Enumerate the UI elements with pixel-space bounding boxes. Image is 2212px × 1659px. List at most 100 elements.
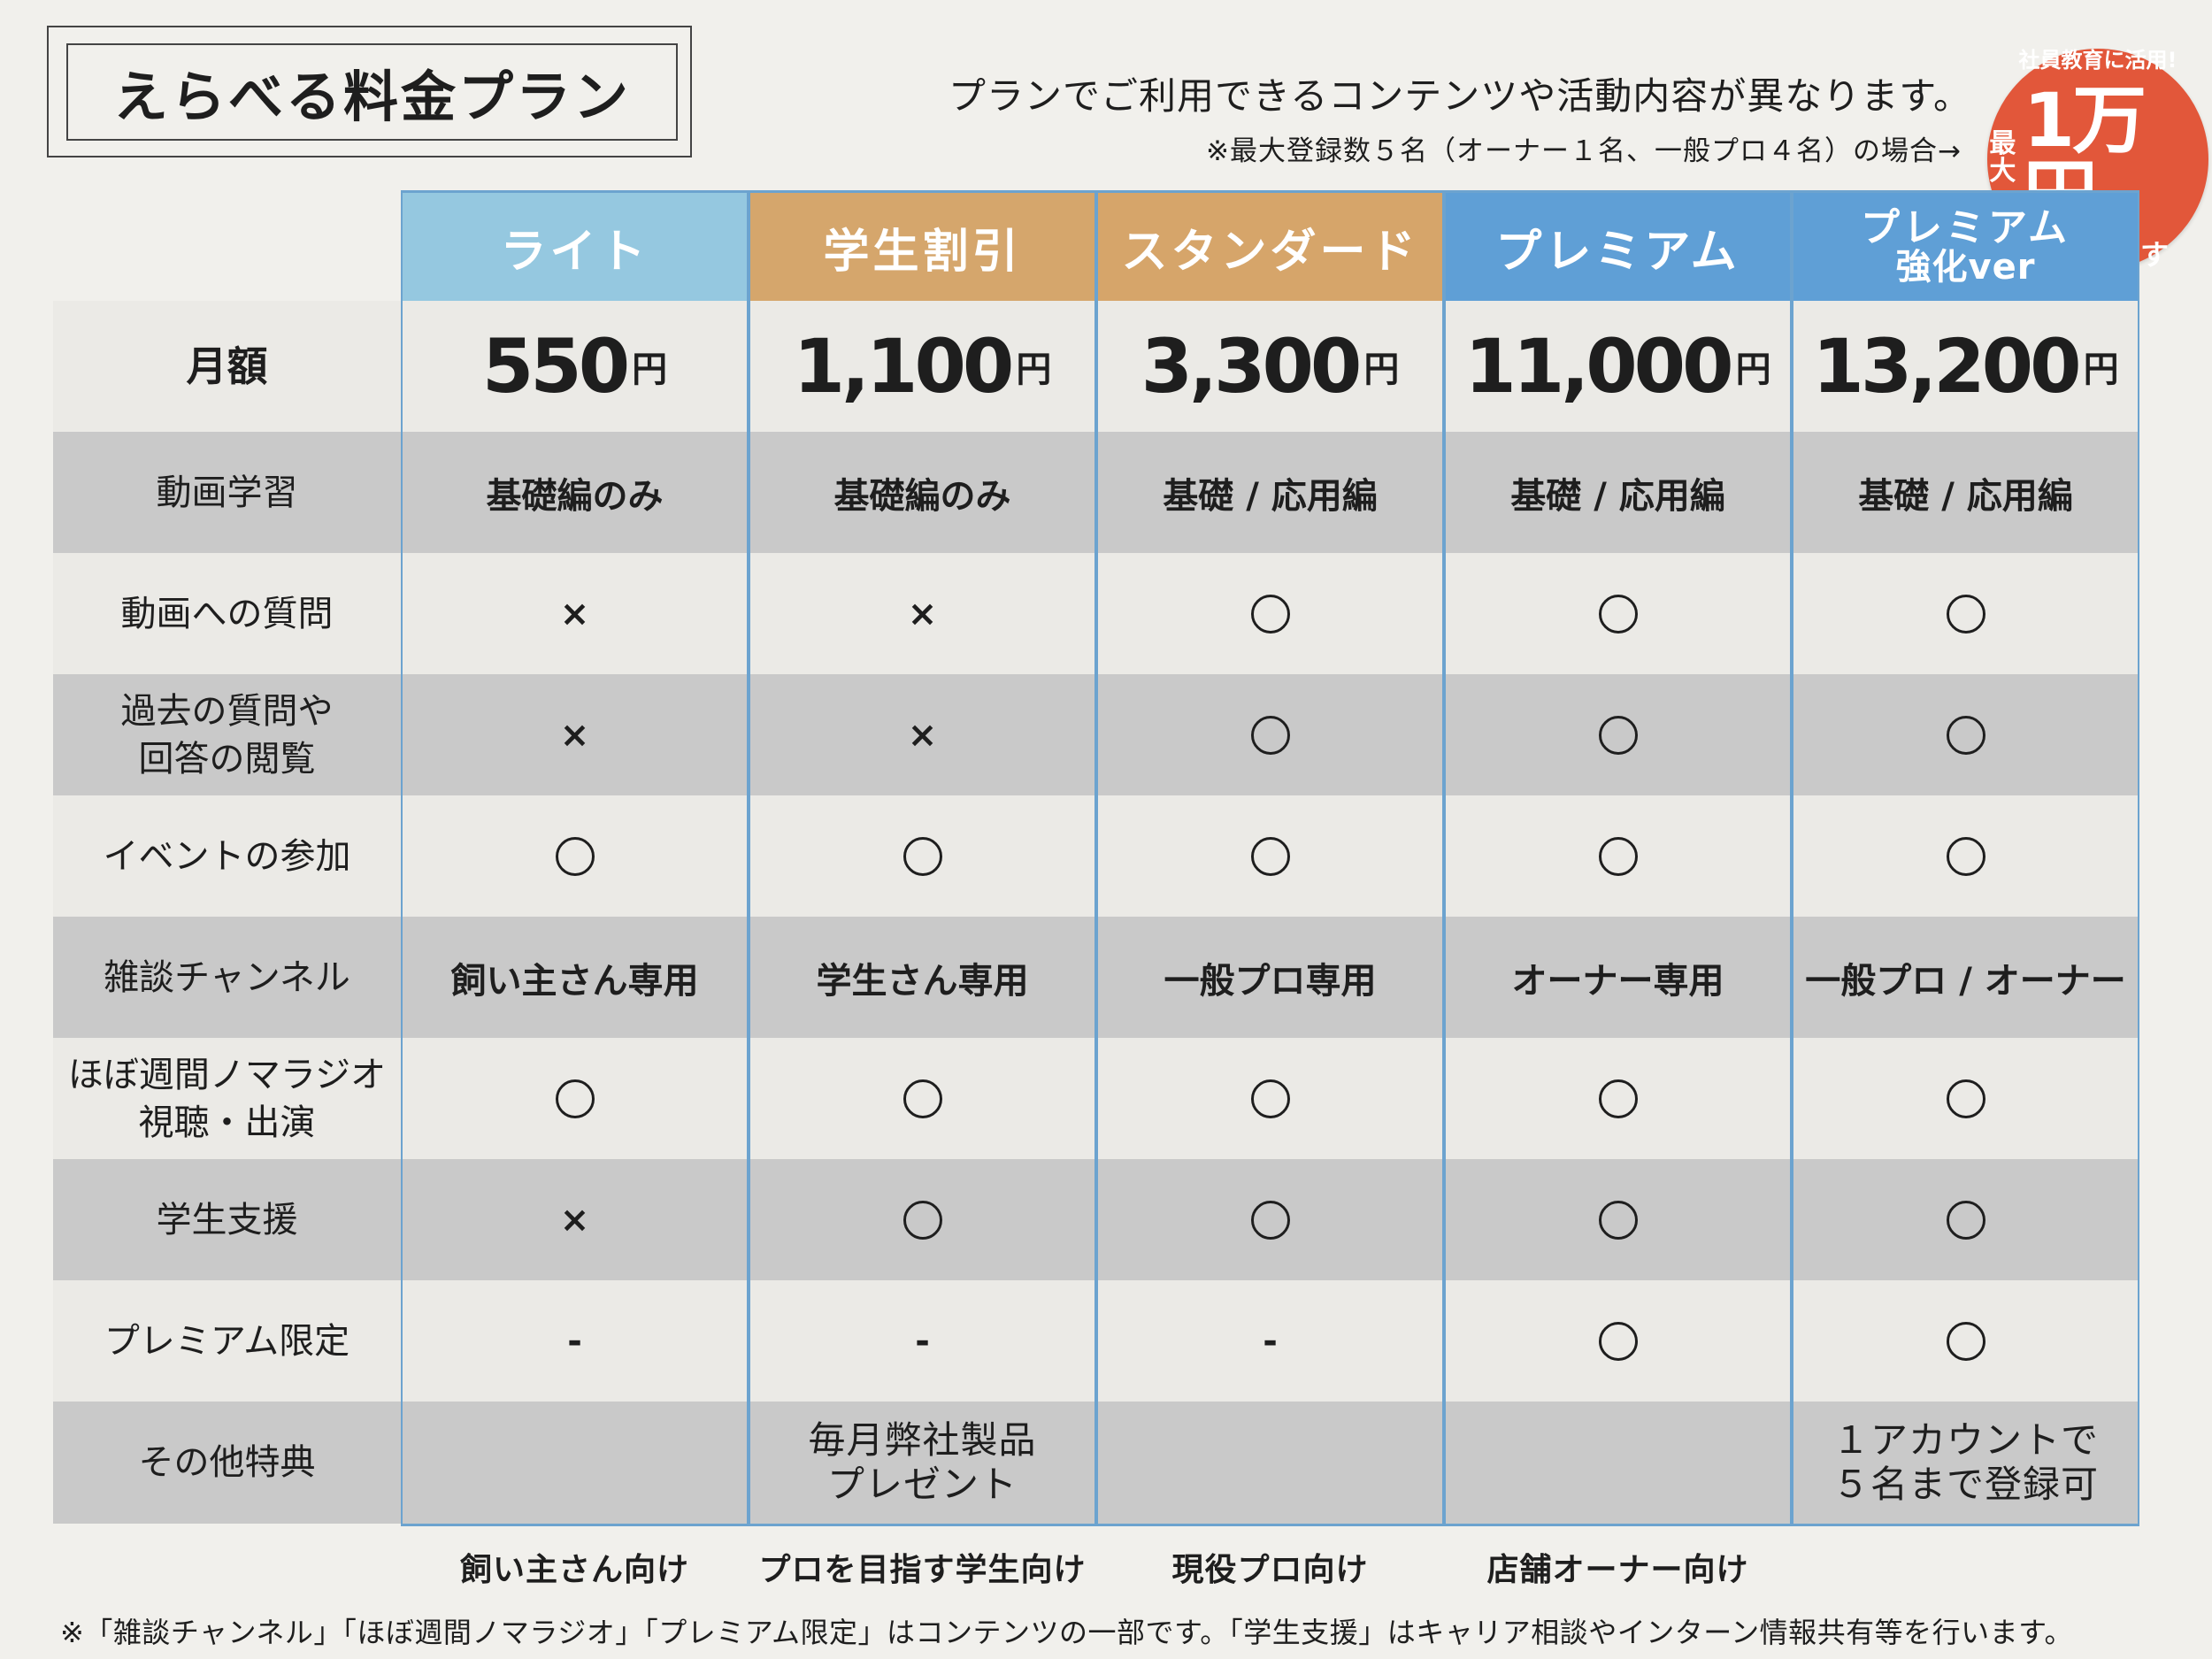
- row-label-archive-view: 過去の質問や 回答の閲覧: [53, 674, 401, 795]
- cell-premium-only: [1793, 1280, 2138, 1402]
- plan-target-label: 店舗オーナー向け: [1486, 1552, 1749, 1588]
- row-label-student-support: 学生支援: [53, 1159, 401, 1280]
- cell-video-question: ×: [403, 553, 747, 674]
- available-circle-icon: [1946, 715, 1985, 755]
- available-circle-icon: [1946, 836, 1985, 876]
- row-label-video-learning: 動画学習: [53, 432, 401, 553]
- cell-premium-only: -: [1098, 1280, 1442, 1402]
- plan-name-sub: 強化ver: [1895, 247, 2036, 288]
- cell-student-support: ×: [403, 1159, 747, 1280]
- cell-video-learning: 基礎 / 応用編: [1446, 432, 1790, 553]
- cell-event-participation: [1098, 795, 1442, 917]
- cell-student-support: [750, 1159, 1094, 1280]
- cell-event-participation: [1793, 795, 2138, 917]
- cell-other-benefits: 毎月弊社製品 プレゼント: [750, 1402, 1094, 1524]
- price-unit: 円: [632, 349, 668, 390]
- available-circle-icon: [1250, 715, 1290, 755]
- plan-header: プレミアム 強化ver: [1793, 193, 2138, 301]
- row-label-other-benefits: その他特典: [53, 1402, 401, 1524]
- price-unit: 円: [2083, 349, 2119, 390]
- cell-other-benefits: [1446, 1402, 1790, 1524]
- cell-text: 飼い主さん専用: [450, 960, 699, 1002]
- unavailable-cross-icon: ×: [559, 593, 590, 634]
- plan-column: ライト 550 円基礎編のみ × × 飼い主さん専用 × -: [401, 190, 749, 1526]
- available-circle-icon: [1598, 1200, 1638, 1240]
- available-circle-icon: [1250, 1200, 1290, 1240]
- cell-radio: [1446, 1038, 1790, 1159]
- plan-name: スタンダード: [1121, 225, 1419, 279]
- cell-price: 1,100 円: [750, 301, 1094, 432]
- cell-radio: [1098, 1038, 1442, 1159]
- available-circle-icon: [1250, 836, 1290, 876]
- available-circle-icon: [1946, 1079, 1985, 1118]
- plan-name: ライト: [500, 225, 649, 279]
- badge-top-text: 社員教育に活用!: [2018, 48, 2177, 73]
- plan-header: ライト: [403, 193, 747, 301]
- cell-text: １アカウントで ５名まで登録可: [1832, 1417, 2099, 1506]
- unavailable-cross-icon: ×: [559, 1199, 590, 1240]
- cell-chat-channel: 一般プロ / オーナー: [1793, 917, 2138, 1038]
- plan-target-label: [1792, 1544, 2139, 1590]
- not-applicable-dash: -: [915, 1320, 930, 1362]
- price-unit: 円: [1363, 349, 1400, 390]
- cell-other-benefits: [403, 1402, 747, 1524]
- cell-video-question: [1793, 553, 2138, 674]
- plan-header: 学生割引: [750, 193, 1094, 301]
- header-subnote: ※最大登録数５名（オーナー１名、一般プロ４名）の場合→: [1206, 135, 1962, 167]
- available-circle-icon: [555, 1079, 595, 1118]
- cell-radio: [403, 1038, 747, 1159]
- cell-text: 基礎編のみ: [486, 475, 664, 517]
- unavailable-cross-icon: ×: [559, 714, 590, 756]
- cell-text: 一般プロ専用: [1164, 960, 1377, 1002]
- cell-student-support: [1098, 1159, 1442, 1280]
- plan-target-labels: 飼い主さん向け プロを目指す学生向け 現役プロ向け 店舗オーナー向け: [401, 1544, 2139, 1590]
- plan-target-label: 飼い主さん向け: [459, 1552, 689, 1588]
- available-circle-icon: [1598, 836, 1638, 876]
- cell-price: 11,000 円: [1446, 301, 1790, 432]
- cell-text: 毎月弊社製品 プレゼント: [808, 1417, 1037, 1506]
- cell-chat-channel: オーナー専用: [1446, 917, 1790, 1038]
- price-unit: 円: [1016, 349, 1052, 390]
- cell-event-participation: [1446, 795, 1790, 917]
- cell-video-learning: 基礎編のみ: [403, 432, 747, 553]
- available-circle-icon: [1250, 594, 1290, 634]
- cell-premium-only: [1446, 1280, 1790, 1402]
- title-box: えらべる料金プラン: [47, 26, 692, 157]
- cell-price: 3,300 円: [1098, 301, 1442, 432]
- cell-text: 基礎 / 応用編: [1858, 475, 2073, 517]
- cell-archive-view: ×: [403, 674, 747, 795]
- not-applicable-dash: -: [1263, 1320, 1278, 1362]
- header-note: プランでご利用できるコンテンツや活動内容が異なります。: [949, 74, 1971, 118]
- available-circle-icon: [555, 836, 595, 876]
- cell-event-participation: [750, 795, 1094, 917]
- cell-text: 学生さん専用: [816, 960, 1029, 1002]
- available-circle-icon: [1598, 1321, 1638, 1361]
- cell-text: 一般プロ / オーナー: [1805, 960, 2126, 1002]
- available-circle-icon: [1598, 594, 1638, 634]
- cell-premium-only: -: [403, 1280, 747, 1402]
- cell-chat-channel: 一般プロ専用: [1098, 917, 1442, 1038]
- unavailable-cross-icon: ×: [907, 714, 938, 756]
- plan-header: スタンダード: [1098, 193, 1442, 301]
- available-circle-icon: [1250, 1079, 1290, 1118]
- cell-price: 13,200 円: [1793, 301, 2138, 432]
- plan-columns: ライト 550 円基礎編のみ × × 飼い主さん専用 × - 学生割引 1,100 円基礎編のみ × ×…: [401, 190, 2139, 1526]
- cell-student-support: [1446, 1159, 1790, 1280]
- price-value: 11,000: [1464, 323, 1733, 410]
- cell-chat-channel: 学生さん専用: [750, 917, 1094, 1038]
- cell-video-question: [1098, 553, 1442, 674]
- available-circle-icon: [902, 836, 942, 876]
- cell-archive-view: ×: [750, 674, 1094, 795]
- available-circle-icon: [1598, 1079, 1638, 1118]
- available-circle-icon: [1946, 1200, 1985, 1240]
- cell-archive-view: [1098, 674, 1442, 795]
- page-title: えらべる料金プラン: [66, 43, 678, 141]
- plan-name: 学生割引: [823, 225, 1022, 279]
- cell-price: 550 円: [403, 301, 747, 432]
- cell-video-question: [1446, 553, 1790, 674]
- plan-column: 学生割引 1,100 円基礎編のみ × × 学生さん専用 - 毎月弊社製品 プレゼント: [749, 190, 1096, 1526]
- cell-chat-channel: 飼い主さん専用: [403, 917, 747, 1038]
- cell-text: オーナー専用: [1511, 960, 1724, 1002]
- cell-video-learning: 基礎 / 応用編: [1098, 432, 1442, 553]
- cell-archive-view: [1446, 674, 1790, 795]
